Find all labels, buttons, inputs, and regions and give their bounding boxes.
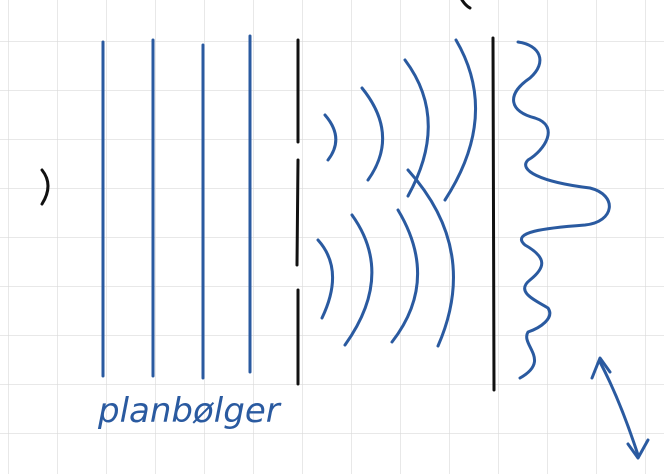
wave-arc [323, 113, 338, 162]
arrow-shaft [598, 360, 640, 457]
wave-arc [360, 86, 385, 182]
arrow-head [590, 356, 612, 380]
bracket [40, 168, 50, 206]
stroke-top [460, 0, 472, 10]
intensity-curve [512, 40, 611, 380]
double-arrow [590, 356, 650, 460]
lower-slit-waves [316, 168, 455, 348]
annotation: planbølger [97, 391, 282, 431]
wave-arc [316, 238, 334, 320]
wave-arc [390, 208, 420, 344]
barrier-part [295, 158, 300, 267]
double-slit-barrier [295, 38, 300, 386]
wave-arc [343, 213, 374, 347]
plane-waves [101, 34, 252, 380]
wave-arc [406, 168, 455, 348]
arrow-head [626, 438, 650, 460]
wave-arc [443, 38, 478, 202]
screen [491, 36, 496, 392]
